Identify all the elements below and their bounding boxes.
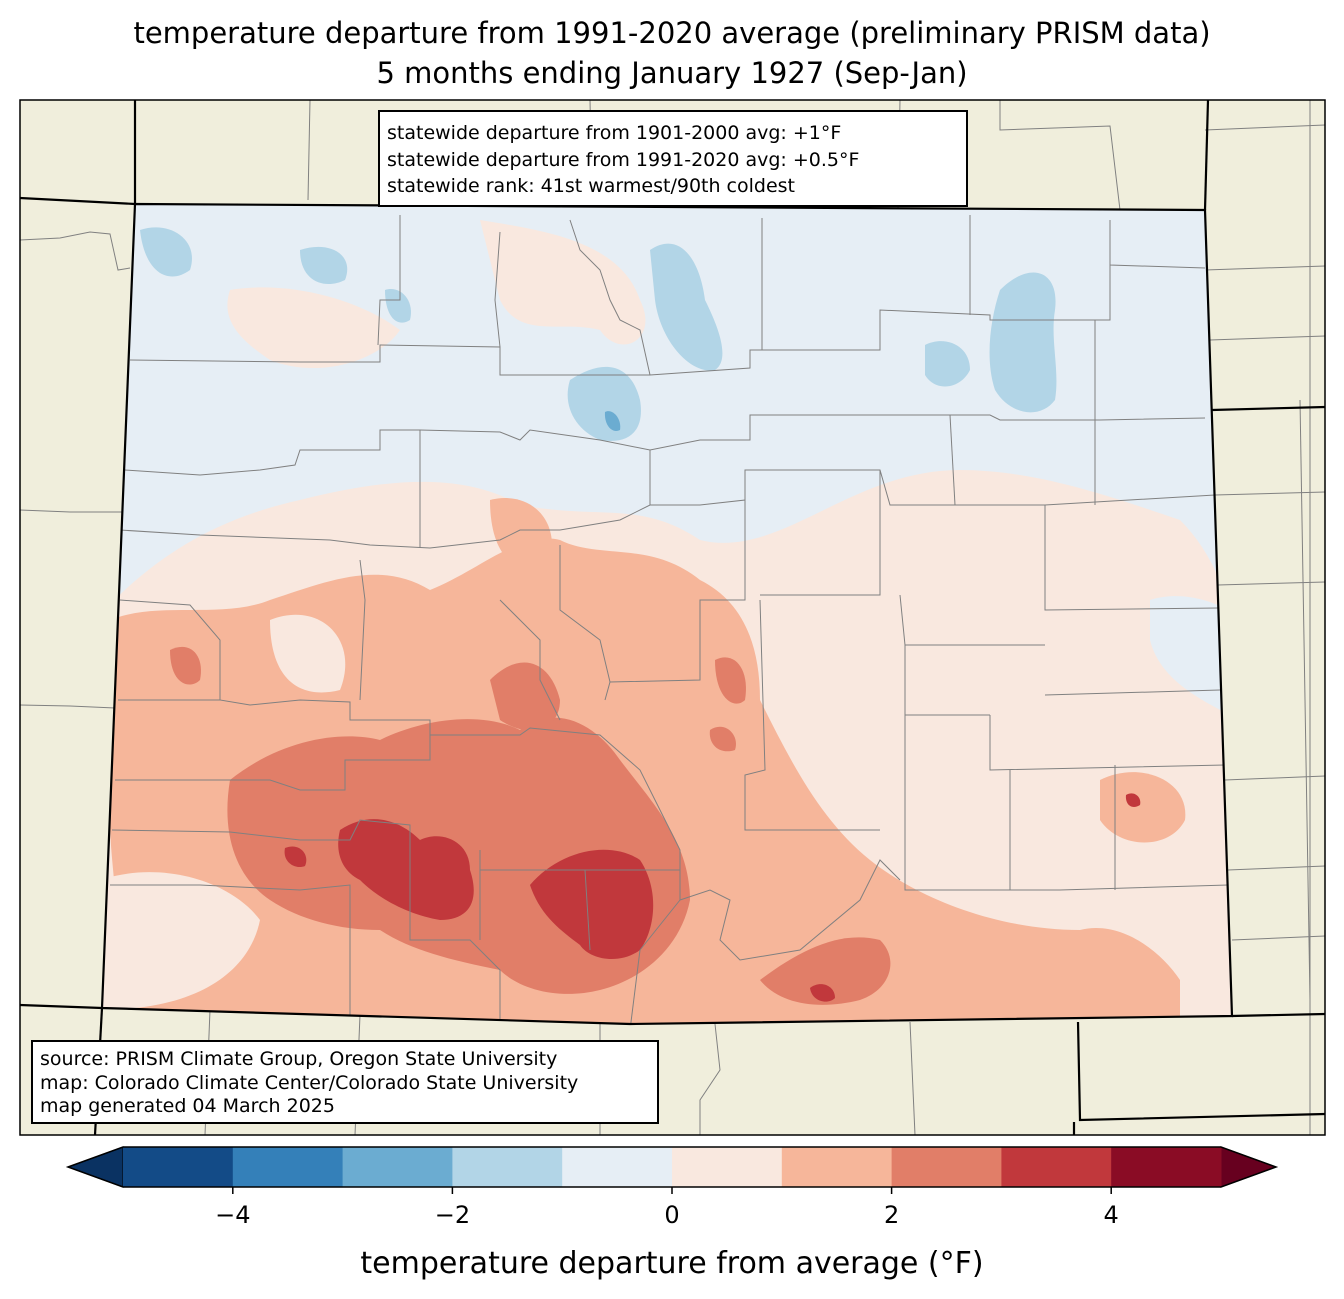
region-below-0-east — [1150, 596, 1232, 720]
region-minus3-to-minus2-spot — [604, 411, 621, 431]
region-1-to-2-southeast — [1100, 772, 1186, 843]
colorbar-tick-label: 0 — [664, 1201, 679, 1229]
region-3-to-4-southcentral — [530, 849, 654, 960]
region-minus2-to-minus1-northeast — [989, 272, 1057, 413]
stats-box: statewide departure from 1901-2000 avg: … — [378, 110, 968, 207]
region-3-to-4-east — [1125, 793, 1141, 807]
colorbar-bin-3 — [452, 1147, 563, 1187]
colorbar-bin-2 — [342, 1147, 453, 1187]
region-minus2-to-minus1-east — [925, 341, 970, 387]
region-2-to-3-ridge — [490, 662, 560, 731]
county-lines — [110, 215, 1231, 1024]
region-2-to-3-blob-a — [170, 646, 201, 685]
region-2-to-3-blob-b — [715, 657, 746, 704]
colorbar-tick-label: 2 — [884, 1201, 899, 1229]
colorbar-bin-0 — [123, 1147, 234, 1187]
region-0-to-1-west — [227, 287, 400, 369]
region-minus2-to-minus1-nw3 — [385, 289, 411, 323]
region-minus2-to-minus1-north — [650, 243, 723, 371]
colorbar-bin-5 — [672, 1147, 783, 1187]
colorbar-bin-9 — [1111, 1147, 1222, 1187]
map-frame — [19, 99, 1326, 1136]
region-0-to-1-central — [270, 614, 346, 693]
map-title-line2: 5 months ending January 1927 (Sep-Jan) — [376, 56, 968, 90]
region-0-to-1-southwest — [102, 872, 260, 1010]
colorbar-bin-6 — [781, 1147, 893, 1187]
source-box: source: PRISM Climate Group, Oregon Stat… — [31, 1040, 659, 1124]
colorbar-outline — [65, 1146, 1279, 1188]
colorbar-bin-1 — [232, 1147, 344, 1187]
region-minus2-to-minus1-nw2 — [300, 246, 348, 285]
region-minus2-to-minus1-northwest — [140, 227, 192, 277]
region-2-to-3-southeast — [760, 937, 891, 1005]
region-3-to-4-se — [810, 984, 835, 1002]
map-title-line1: temperature departure from 1991-2020 ave… — [133, 16, 1211, 50]
region-3-to-4-sw — [284, 846, 307, 868]
colorbar-over-extension — [1220, 1146, 1278, 1188]
colorbar-under-extension — [66, 1146, 124, 1188]
region-3-to-4-west — [338, 819, 474, 920]
source-line1: source: PRISM Climate Group, Oregon Stat… — [40, 1048, 557, 1070]
colorado-border — [100, 202, 1234, 1026]
colorbar: −4 −2 0 2 4 — [65, 1146, 1279, 1229]
region-1-to-2-central — [490, 498, 552, 568]
source-line3: map generated 04 March 2025 — [40, 1095, 335, 1117]
stats-line3: statewide rank: 41st warmest/90th coldes… — [387, 175, 795, 197]
colorbar-tick-label: −4 — [215, 1201, 250, 1229]
source-line2: map: Colorado Climate Center/Colorado St… — [40, 1072, 578, 1094]
region-2-to-3-blob-c — [709, 726, 736, 752]
stats-line2: statewide departure from 1991-2020 avg: … — [387, 149, 859, 171]
colorbar-bin-8 — [1001, 1147, 1112, 1187]
colorbar-bin-7 — [891, 1147, 1002, 1187]
colorbar-tick-label: −2 — [435, 1201, 470, 1229]
region-0-to-1-north — [480, 220, 646, 345]
colorbar-label: temperature departure from average (°F) — [360, 1246, 983, 1281]
colorbar-bin-4 — [562, 1147, 673, 1187]
temperature-field — [102, 204, 1232, 1024]
stats-line1: statewide departure from 1901-2000 avg: … — [387, 122, 841, 144]
colorbar-tick-label: 4 — [1104, 1201, 1119, 1229]
region-minus2-to-minus1-northcentral — [567, 366, 641, 441]
